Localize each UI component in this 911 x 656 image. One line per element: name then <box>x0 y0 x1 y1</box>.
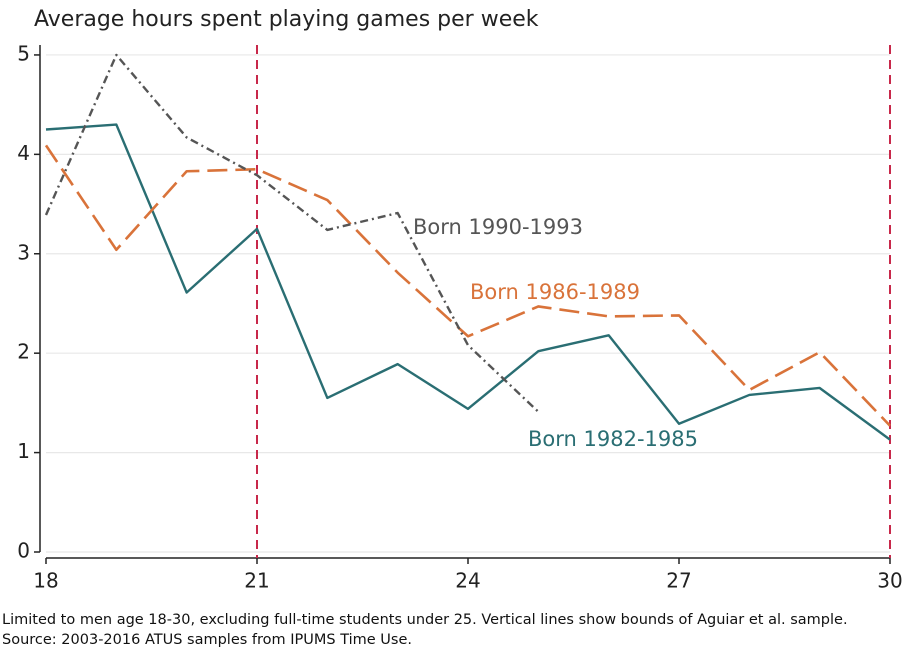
series-line <box>44 144 891 427</box>
series-label: Born 1986-1989 <box>470 280 640 304</box>
series-label: Born 1990-1993 <box>413 215 583 239</box>
x-tick-label: 18 <box>33 569 58 593</box>
y-tick-label: 1 <box>17 439 30 463</box>
footnote: Limited to men age 18-30, excluding full… <box>2 612 848 628</box>
x-tick-label: 21 <box>244 569 269 593</box>
x-tick-label: 30 <box>877 569 902 593</box>
x-tick-label: 24 <box>455 569 480 593</box>
y-tick-label: 3 <box>17 240 30 264</box>
y-tick-label: 2 <box>17 340 30 364</box>
y-tick-label: 4 <box>17 141 30 165</box>
y-tick-label: 5 <box>17 41 30 65</box>
series-label: Born 1982-1985 <box>528 427 698 451</box>
series-line <box>44 53 540 413</box>
x-tick-label: 27 <box>666 569 691 593</box>
series-line <box>45 123 891 441</box>
footnote: Source: 2003-2016 ATUS samples from IPUM… <box>2 632 412 648</box>
chart-title: Average hours spent playing games per we… <box>34 7 539 32</box>
y-tick-label: 0 <box>17 539 30 563</box>
